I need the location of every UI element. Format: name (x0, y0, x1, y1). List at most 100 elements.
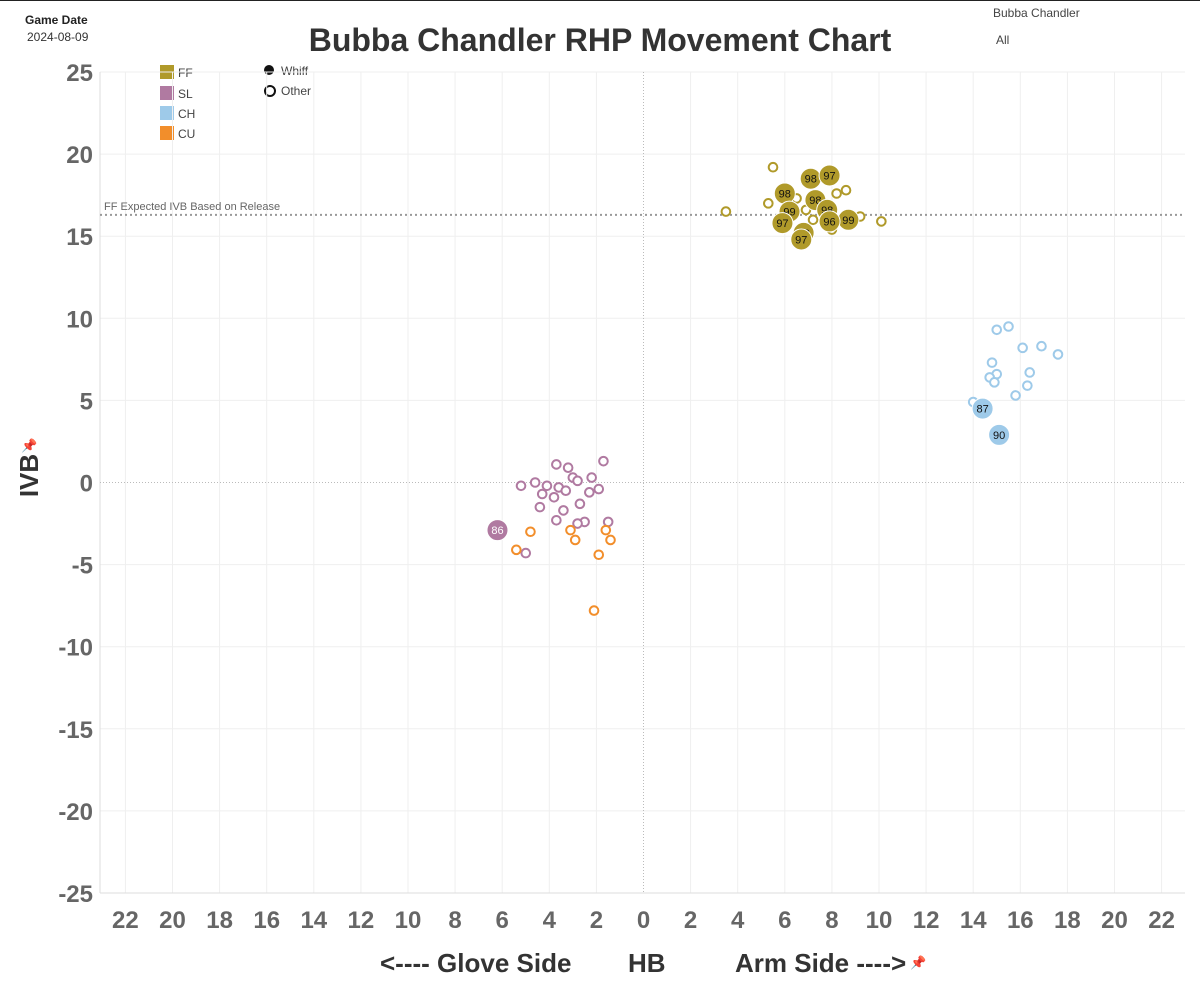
legend-label-cu: CU (178, 127, 196, 141)
pitch-point-other-sl (574, 498, 586, 510)
pitch-point-other-ff (807, 214, 819, 226)
x-tick-label: 14 (960, 907, 987, 934)
top-border (0, 0, 1200, 1)
pitch-point-other-ff (763, 198, 774, 209)
x-tick-label: 6 (778, 907, 791, 934)
pitch-velocity-label: 90 (993, 430, 1005, 442)
pitch-point-other-sl (541, 480, 553, 492)
x-tick-label: 4 (731, 907, 745, 934)
y-axis-ticks: 25 20 15 10 5 0 -5 -10 -15 -20 -25 (58, 60, 93, 908)
pitch-point-other-sl (586, 472, 597, 483)
y-tick-label: 10 (66, 306, 93, 333)
pitch-point-other-ff (840, 184, 852, 196)
y-tick-label: 5 (80, 388, 93, 415)
pitch-point-whiff-ff[interactable] (771, 212, 794, 235)
y-tick-label: -25 (58, 881, 93, 908)
pitch-point-other-cu (593, 549, 605, 561)
pitch-point-other-cu (588, 605, 600, 616)
y-tick-label: 25 (66, 60, 93, 87)
legend-label-ff: FF (178, 66, 193, 80)
pitch-point-other-sl (534, 501, 546, 513)
pitch-point-other-cu (565, 524, 576, 536)
reference-line-group: FF Expected IVB Based on Release (100, 201, 1185, 216)
game-date-value[interactable]: 2024-08-09 (27, 30, 89, 44)
pitch-point-other-ch (1024, 367, 1036, 378)
pitch-velocity-label: 99 (842, 215, 854, 227)
y-tick-label: 15 (66, 224, 93, 251)
x-tick-label: 8 (448, 907, 461, 934)
pitch-velocity-label: 97 (776, 218, 788, 230)
pitch-point-other-sl (584, 487, 595, 498)
pitch-point-other-sl (598, 455, 609, 467)
pitch-point-whiff-ch[interactable] (971, 397, 994, 420)
legend-swatch-sl (160, 86, 174, 100)
y-tick-label: 0 (80, 471, 93, 498)
x-tick-label: 2 (590, 907, 603, 934)
x-tick-label: 2 (684, 907, 697, 934)
x-tick-label: 18 (206, 907, 233, 934)
pitch-point-other-ch (1052, 349, 1064, 360)
pitch-point-other-sl (562, 462, 574, 474)
pitch-point-whiff-ff[interactable] (790, 228, 813, 251)
pitch-point-whiff-ff[interactable] (818, 210, 841, 233)
pitch-point-other-ch (1010, 390, 1021, 401)
pitch-point-whiff-ff[interactable] (818, 164, 841, 187)
filled-circle-icon (264, 65, 274, 75)
pitch-point-other-ch (986, 357, 998, 368)
y-axis-label: IVB (14, 453, 45, 498)
pitch-type-filter[interactable]: All (996, 33, 1010, 47)
pitch-point-other-cu (605, 534, 616, 546)
pitch-point-other-sl (536, 488, 548, 500)
pitch-point-other-ff (831, 188, 842, 199)
pitch-point-other-cu (525, 526, 536, 538)
pitch-point-other-ch (1003, 321, 1014, 332)
y-tick-label: -5 (72, 553, 93, 580)
pitch-points[interactable]: 9898979998989799969897868790 (486, 161, 1064, 616)
pitch-point-other-ff (720, 206, 732, 217)
game-date-label: Game Date (25, 13, 88, 27)
ff-expected-ivb-label: FF Expected IVB Based on Release (104, 201, 280, 213)
x-tick-label: 8 (825, 907, 838, 934)
pitch-point-other-sl (593, 483, 605, 495)
x-tick-label: 16 (253, 907, 280, 934)
x-tick-label: 14 (300, 907, 327, 934)
pitch-point-other-ch (1017, 342, 1028, 354)
legend-label-sl: SL (178, 87, 193, 101)
pitch-velocity-label: 86 (491, 525, 503, 537)
pin-icon[interactable]: 📌 (21, 438, 38, 453)
pitch-point-whiff-sl[interactable] (486, 519, 509, 542)
pitch-point-other-sl (572, 475, 583, 487)
x-tick-label: 10 (866, 907, 893, 934)
pitch-point-other-sl (529, 477, 541, 488)
legend-swatch-cu (160, 126, 174, 140)
x-tick-label: 22 (1148, 907, 1175, 934)
pitch-point-other-cu (569, 534, 581, 546)
pitch-point-other-sl (551, 514, 562, 526)
x-axis-label-right: Arm Side ----> (735, 948, 907, 978)
pitch-point-other-ff (876, 216, 887, 227)
y-tick-label: -15 (58, 717, 93, 744)
pitch-velocity-label: 87 (976, 404, 988, 416)
x-tick-label: 16 (1007, 907, 1034, 934)
x-tick-label: 18 (1054, 907, 1081, 934)
pitch-point-other-ch (989, 377, 1000, 388)
y-tick-label: 20 (66, 142, 93, 169)
pitcher-filter[interactable]: Bubba Chandler (993, 6, 1080, 20)
pitch-velocity-label: 98 (779, 189, 791, 201)
pitch-point-whiff-ch[interactable] (988, 423, 1011, 446)
x-tick-label: 12 (913, 907, 940, 934)
x-axis-label: HB (628, 948, 666, 978)
x-tick-label: 4 (543, 907, 557, 934)
legend-label-other: Other (281, 84, 312, 98)
x-tick-label: 12 (348, 907, 375, 934)
legend-swatch-ch (160, 106, 174, 120)
pitch-velocity-label: 97 (795, 234, 807, 246)
pin-icon[interactable]: 📌 (910, 955, 927, 970)
x-axis-label-left: <---- Glove Side (380, 948, 572, 978)
legend-label-whiff: Whiff (281, 64, 309, 78)
pitch-point-other-sl (560, 485, 572, 497)
pitch-point-other-ch (1036, 340, 1047, 352)
chart-title: Bubba Chandler RHP Movement Chart (308, 22, 892, 58)
pitch-point-other-sl (551, 459, 562, 470)
